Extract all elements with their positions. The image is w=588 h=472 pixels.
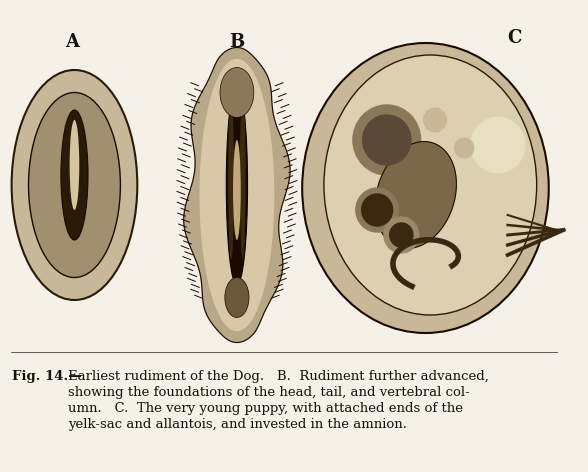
Ellipse shape — [302, 43, 549, 333]
Ellipse shape — [69, 120, 79, 210]
Ellipse shape — [240, 100, 246, 260]
Ellipse shape — [233, 140, 240, 240]
Text: umn.   C.  The very young puppy, with attached ends of the: umn. C. The very young puppy, with attac… — [68, 402, 463, 415]
Polygon shape — [183, 48, 290, 343]
Text: C: C — [507, 29, 522, 47]
Polygon shape — [200, 59, 273, 330]
Circle shape — [471, 117, 525, 173]
Ellipse shape — [228, 100, 234, 260]
Circle shape — [423, 108, 447, 132]
Ellipse shape — [225, 278, 249, 318]
Circle shape — [455, 138, 474, 158]
Ellipse shape — [226, 85, 248, 285]
Ellipse shape — [375, 142, 456, 248]
Text: yelk-sac and allantois, and invested in the amnion.: yelk-sac and allantois, and invested in … — [68, 418, 407, 431]
Circle shape — [390, 223, 413, 247]
Circle shape — [384, 217, 419, 253]
Ellipse shape — [61, 110, 88, 240]
Text: Fig. 14.—: Fig. 14.— — [12, 370, 81, 383]
Circle shape — [356, 188, 399, 232]
Text: A: A — [65, 33, 79, 51]
Ellipse shape — [220, 67, 254, 118]
Ellipse shape — [12, 70, 138, 300]
Ellipse shape — [324, 55, 537, 315]
Ellipse shape — [29, 93, 121, 278]
Circle shape — [353, 105, 420, 175]
Text: showing the foundations of the head, tail, and vertebral col-: showing the foundations of the head, tai… — [68, 386, 469, 399]
Circle shape — [363, 115, 411, 165]
Text: Earliest rudiment of the Dog.   B.  Rudiment further advanced,: Earliest rudiment of the Dog. B. Rudimen… — [68, 370, 489, 383]
Text: B: B — [229, 33, 245, 51]
Circle shape — [362, 194, 393, 226]
